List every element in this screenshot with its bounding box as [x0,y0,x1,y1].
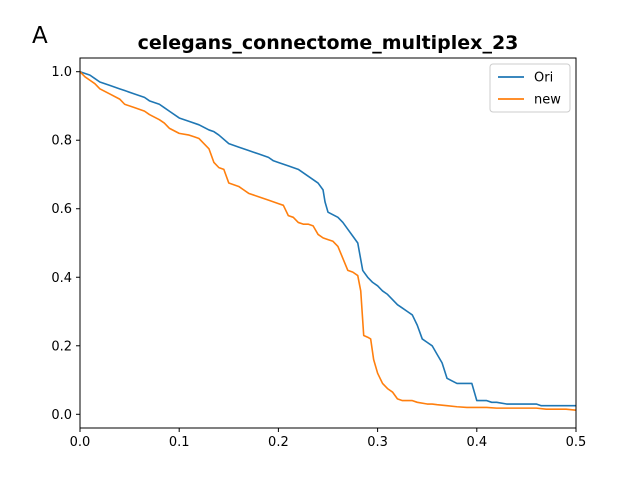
y-tick-label: 0.6 [51,202,72,217]
plot-area-frame [79,57,577,429]
legend: Ori new [489,63,571,113]
chart-title: celegans_connectome_multiplex_23 [138,32,519,54]
x-axis: 0.0 0.1 0.2 0.3 0.4 0.5 [70,428,587,450]
y-tick-label: 1.0 [51,65,72,80]
legend-box [489,63,571,113]
x-tick-label: 0.3 [367,435,388,450]
x-tick-label: 0.1 [169,435,190,450]
y-axis: 0.0 0.2 0.4 0.6 0.8 1.0 [51,65,80,423]
y-tick-label: 0.2 [51,339,72,354]
panel-label: A [32,23,48,49]
x-tick-label: 0.0 [70,435,91,450]
y-tick-label: 0.8 [51,134,72,149]
y-tick-label: 0.4 [51,271,72,286]
legend-label-ori: Ori [534,71,553,86]
series-line-ori [79,70,576,407]
x-tick-label: 0.4 [466,435,487,450]
series-layer [79,70,577,411]
x-tick-label: 0.2 [268,435,289,450]
y-tick-label: 0.0 [51,408,72,423]
x-tick-label: 0.5 [566,435,587,450]
legend-label-new: new [534,93,561,108]
series-line-new [79,71,577,411]
